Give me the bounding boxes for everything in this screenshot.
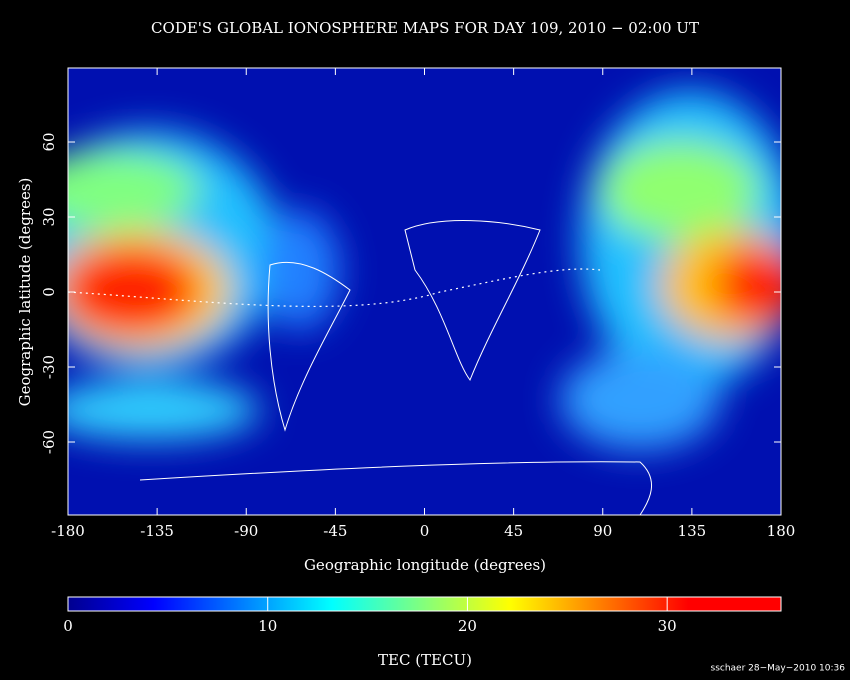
y-axis-label: Geographic latitude (degrees) xyxy=(16,178,34,407)
colorbar-tick-label: 10 xyxy=(258,617,277,635)
x-tick-label: -45 xyxy=(323,522,347,540)
x-axis-label: Geographic longitude (degrees) xyxy=(304,556,546,574)
footer: sschaer 28−May−2010 10:36 xyxy=(711,664,846,674)
title: CODE'S GLOBAL IONOSPHERE MAPS FOR DAY 10… xyxy=(151,19,699,37)
x-tick-label: -135 xyxy=(140,522,174,540)
y-tick-label: -60 xyxy=(40,430,58,454)
y-tick-label: -30 xyxy=(40,355,58,379)
y-tick-label: 30 xyxy=(40,207,58,226)
x-tick-label: 90 xyxy=(593,522,612,540)
colorbar-label: TEC (TECU) xyxy=(378,651,472,669)
x-tick-label: 135 xyxy=(678,522,707,540)
colorbar-tick-label: 0 xyxy=(63,617,73,635)
tec-field xyxy=(68,68,781,515)
colorbar xyxy=(67,596,782,612)
x-tick-label: -180 xyxy=(51,522,85,540)
y-tick-label: 60 xyxy=(40,132,58,151)
x-tick-label: 45 xyxy=(504,522,523,540)
y-tick-label: 0 xyxy=(40,287,58,297)
colorbar-tick-label: 20 xyxy=(458,617,477,635)
x-tick-label: 0 xyxy=(420,522,430,540)
x-tick-label: -90 xyxy=(234,522,258,540)
colorbar-tick-label: 30 xyxy=(658,617,677,635)
x-tick-label: 180 xyxy=(767,522,796,540)
